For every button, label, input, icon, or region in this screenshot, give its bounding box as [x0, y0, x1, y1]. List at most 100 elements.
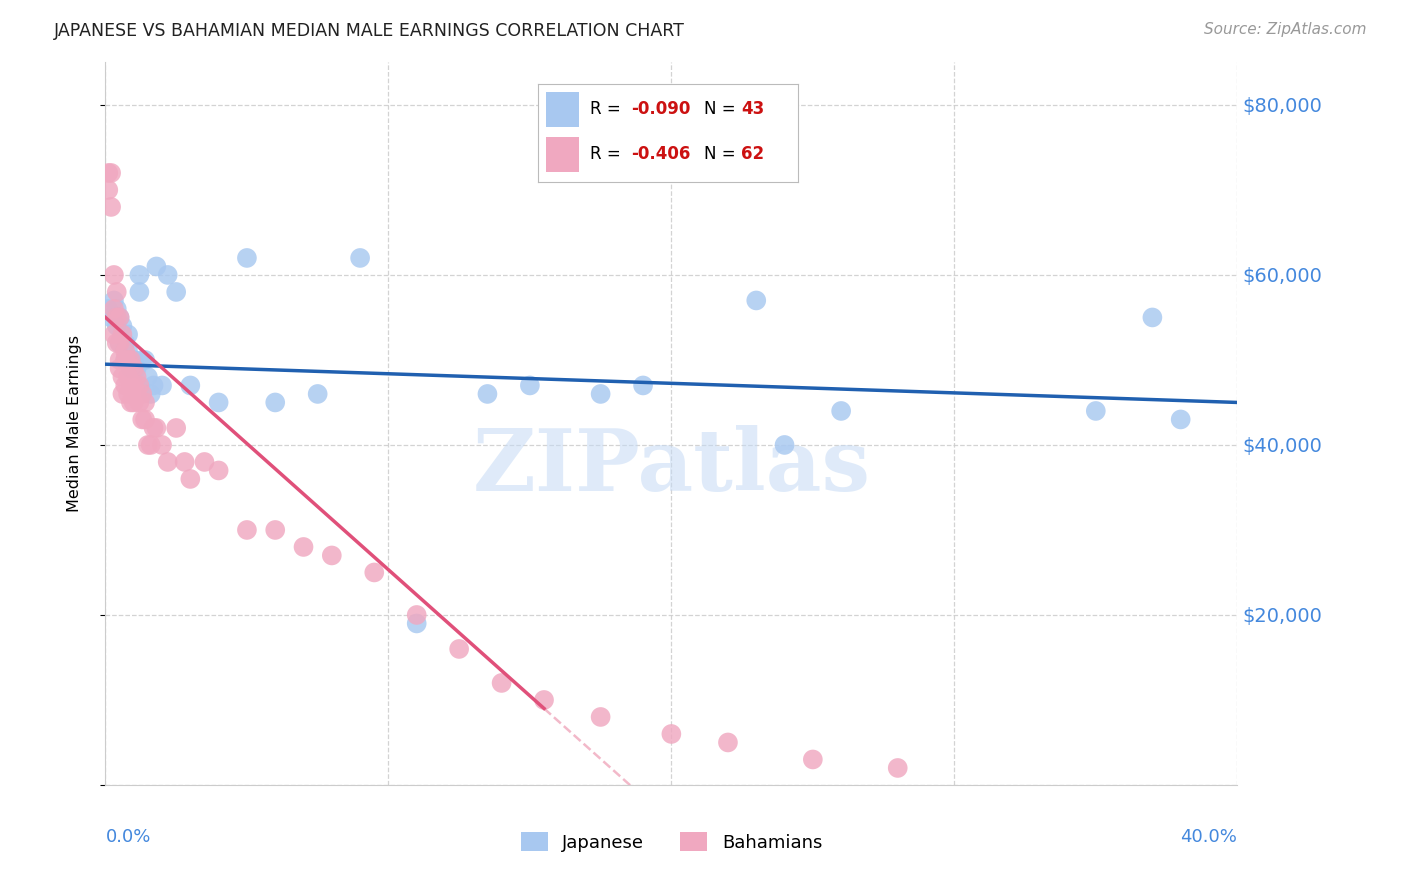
Point — [131, 353, 153, 368]
Point — [717, 735, 740, 749]
Point — [103, 293, 125, 308]
Point — [105, 285, 128, 299]
Point — [114, 353, 136, 368]
Point — [264, 523, 287, 537]
Point — [114, 344, 136, 359]
Point — [105, 335, 128, 350]
Point — [134, 395, 156, 409]
Point — [236, 523, 259, 537]
Point — [117, 353, 139, 368]
Point — [108, 335, 131, 350]
Point — [114, 335, 136, 350]
Point — [142, 378, 165, 392]
Legend: Japanese, Bahamians: Japanese, Bahamians — [513, 825, 830, 859]
Point — [179, 472, 201, 486]
Point — [156, 268, 179, 282]
Text: JAPANESE VS BAHAMIAN MEDIAN MALE EARNINGS CORRELATION CHART: JAPANESE VS BAHAMIAN MEDIAN MALE EARNING… — [53, 22, 685, 40]
Point — [631, 378, 654, 392]
Point — [405, 616, 427, 631]
Point — [745, 293, 768, 308]
Point — [142, 421, 165, 435]
Point — [321, 549, 343, 563]
Point — [97, 183, 120, 197]
Point — [519, 378, 541, 392]
Point — [145, 421, 167, 435]
Point — [491, 676, 513, 690]
Point — [122, 353, 145, 368]
Point — [139, 438, 162, 452]
Point — [117, 370, 139, 384]
Point — [97, 166, 120, 180]
Point — [108, 310, 131, 325]
Point — [179, 378, 201, 392]
Point — [292, 540, 315, 554]
Point — [114, 378, 136, 392]
Point — [477, 387, 499, 401]
Point — [128, 285, 150, 299]
Point — [122, 395, 145, 409]
Point — [111, 327, 134, 342]
Point — [236, 251, 259, 265]
Point — [533, 693, 555, 707]
Point — [773, 438, 796, 452]
Y-axis label: Median Male Earnings: Median Male Earnings — [67, 335, 82, 512]
Point — [100, 310, 122, 325]
Point — [349, 251, 371, 265]
Point — [134, 353, 156, 368]
Point — [108, 361, 131, 376]
Point — [128, 378, 150, 392]
Point — [165, 285, 187, 299]
Point — [120, 353, 142, 368]
Point — [108, 310, 131, 325]
Point — [103, 301, 125, 316]
Point — [1142, 310, 1164, 325]
Text: 40.0%: 40.0% — [1181, 829, 1237, 847]
Point — [131, 412, 153, 426]
Point — [1084, 404, 1107, 418]
Point — [108, 335, 131, 350]
Text: Source: ZipAtlas.com: Source: ZipAtlas.com — [1204, 22, 1367, 37]
Point — [100, 200, 122, 214]
Point — [108, 353, 131, 368]
Point — [139, 387, 162, 401]
Point — [134, 412, 156, 426]
Point — [363, 566, 385, 580]
Point — [208, 463, 231, 477]
Point — [145, 260, 167, 274]
Point — [97, 301, 120, 316]
Point — [111, 387, 134, 401]
Point — [136, 370, 159, 384]
Point — [122, 361, 145, 376]
Point — [405, 607, 427, 622]
Point — [193, 455, 215, 469]
Point — [125, 387, 148, 401]
Point — [114, 353, 136, 368]
Point — [208, 395, 231, 409]
Point — [589, 387, 612, 401]
Point — [117, 344, 139, 359]
Point — [150, 438, 173, 452]
Point — [105, 310, 128, 325]
Point — [103, 268, 125, 282]
Point — [156, 455, 179, 469]
Point — [589, 710, 612, 724]
Point — [111, 370, 134, 384]
Point — [887, 761, 910, 775]
Point — [122, 378, 145, 392]
Point — [661, 727, 683, 741]
Point — [105, 318, 128, 333]
Point — [264, 395, 287, 409]
Point — [801, 752, 824, 766]
Point — [120, 361, 142, 376]
Point — [165, 421, 187, 435]
Point — [105, 301, 128, 316]
Point — [103, 327, 125, 342]
Point — [128, 395, 150, 409]
Point — [125, 361, 148, 376]
Point — [117, 327, 139, 342]
Point — [449, 642, 471, 657]
Point — [125, 370, 148, 384]
Point — [120, 395, 142, 409]
Point — [128, 268, 150, 282]
Point — [117, 387, 139, 401]
